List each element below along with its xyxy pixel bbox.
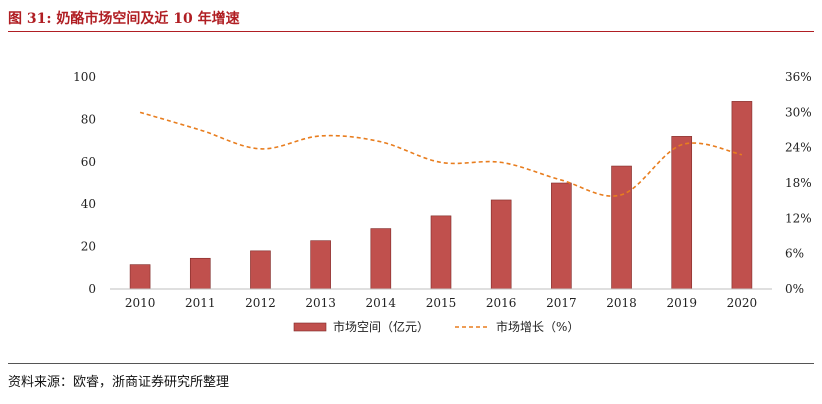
x-tick-2015: 2015 — [426, 296, 457, 310]
bar-2014 — [370, 228, 392, 290]
legend-line-label: 市场增长（%） — [496, 319, 579, 334]
bar-2016 — [490, 199, 512, 290]
bar-2013 — [310, 240, 331, 290]
growth-line — [139, 111, 743, 197]
x-tick-2020: 2020 — [727, 296, 758, 310]
y-left-tick: 100 — [73, 70, 96, 84]
y-right-tick: 24% — [785, 141, 812, 155]
x-tick-2017: 2017 — [546, 296, 577, 310]
bar-2010 — [129, 264, 151, 290]
y-left-tick: 0 — [88, 282, 96, 296]
bar-2012 — [250, 250, 271, 290]
bar-2015 — [430, 215, 452, 290]
source-rule — [8, 363, 814, 364]
x-tick-2016: 2016 — [486, 296, 517, 310]
source-note: 资料来源：欧睿，浙商证券研究所整理 — [8, 375, 230, 390]
x-tick-2013: 2013 — [305, 296, 336, 310]
y-left-tick-labels: 0 20 40 60 80 100 — [73, 70, 96, 296]
y-right-tick-labels: 0% 6% 12% 18% 24% 30% 36% — [785, 70, 812, 296]
y-right-tick: 36% — [785, 70, 812, 84]
bar-2011 — [189, 257, 211, 290]
y-right-tick: 18% — [785, 176, 812, 190]
y-right-tick: 12% — [785, 211, 812, 225]
y-left-tick: 40 — [81, 197, 96, 211]
title-rule — [8, 31, 814, 32]
combo-chart: 2010 2011 2012 2013 2014 2015 2016 2017 2018 2019… — [73, 70, 812, 334]
bar-2018 — [611, 165, 632, 290]
x-tick-2019: 2019 — [666, 296, 697, 310]
y-left-tick: 80 — [81, 112, 96, 126]
x-tick-2014: 2014 — [366, 296, 397, 310]
legend: 市场空间（亿元） 市场增长（%） — [293, 319, 579, 334]
x-tick-labels: 2010 2011 2012 2013 2014 2015 2016 2017 2018 2019… — [125, 296, 757, 310]
x-tick-2012: 2012 — [245, 296, 276, 310]
legend-bar-swatch — [293, 322, 327, 332]
x-tick-2011: 2011 — [185, 296, 216, 310]
bars-layer — [129, 101, 753, 290]
bar-2019 — [671, 136, 693, 290]
y-right-tick: 0% — [785, 282, 804, 296]
y-right-tick: 30% — [785, 105, 812, 119]
bar-2017 — [551, 182, 572, 290]
y-left-tick: 60 — [81, 155, 96, 169]
y-right-tick: 6% — [785, 247, 804, 261]
x-tick-2010: 2010 — [125, 296, 156, 310]
bar-2020 — [731, 101, 753, 290]
x-tick-2018: 2018 — [606, 296, 637, 310]
figure-title: 图 31: 奶酪市场空间及近 10 年增速 — [8, 11, 240, 27]
y-left-tick: 20 — [81, 240, 96, 254]
legend-bar-label: 市场空间（亿元） — [333, 319, 429, 334]
